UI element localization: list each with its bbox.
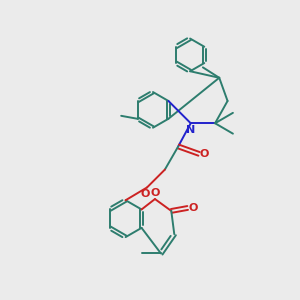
Text: N: N (186, 125, 195, 135)
Text: O: O (189, 203, 198, 213)
Text: O: O (141, 189, 150, 199)
Text: O: O (151, 188, 160, 197)
Text: O: O (200, 149, 209, 159)
